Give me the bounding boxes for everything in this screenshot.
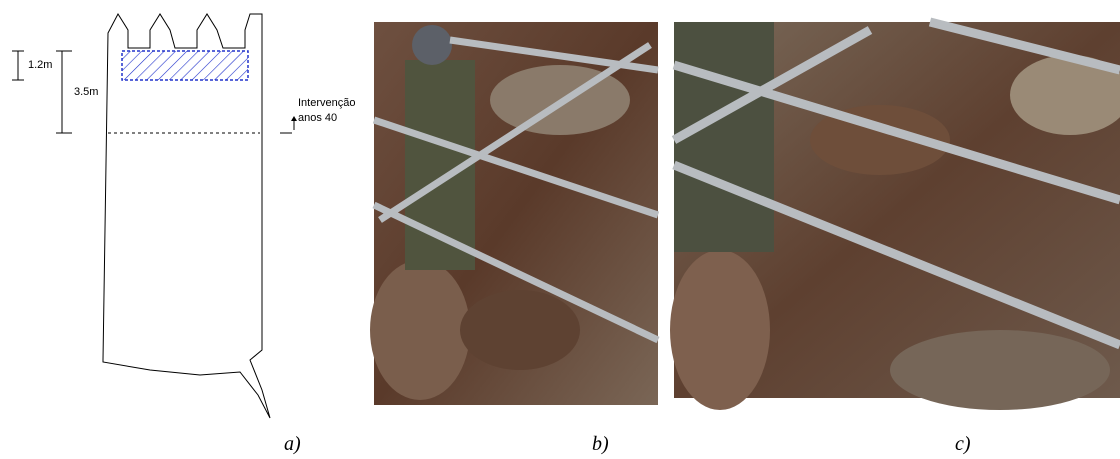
dimension-label: 3.5m	[74, 86, 98, 98]
arrow-head	[291, 116, 297, 121]
figure: 1.2m 3.5m Intervenção anos 40 a) b) c)	[0, 0, 1120, 459]
photo-c	[670, 22, 1120, 410]
hatched-zone	[122, 51, 248, 80]
figure-graphics	[0, 0, 1120, 459]
annotation-text: Intervenção	[298, 97, 355, 109]
panel-label: c)	[955, 433, 971, 456]
dimension-label: 1.2m	[28, 59, 52, 71]
panel-label: a)	[284, 433, 301, 456]
photo-b	[370, 22, 658, 405]
annotation-text: anos 40	[298, 112, 337, 124]
panel-label: b)	[592, 433, 609, 456]
